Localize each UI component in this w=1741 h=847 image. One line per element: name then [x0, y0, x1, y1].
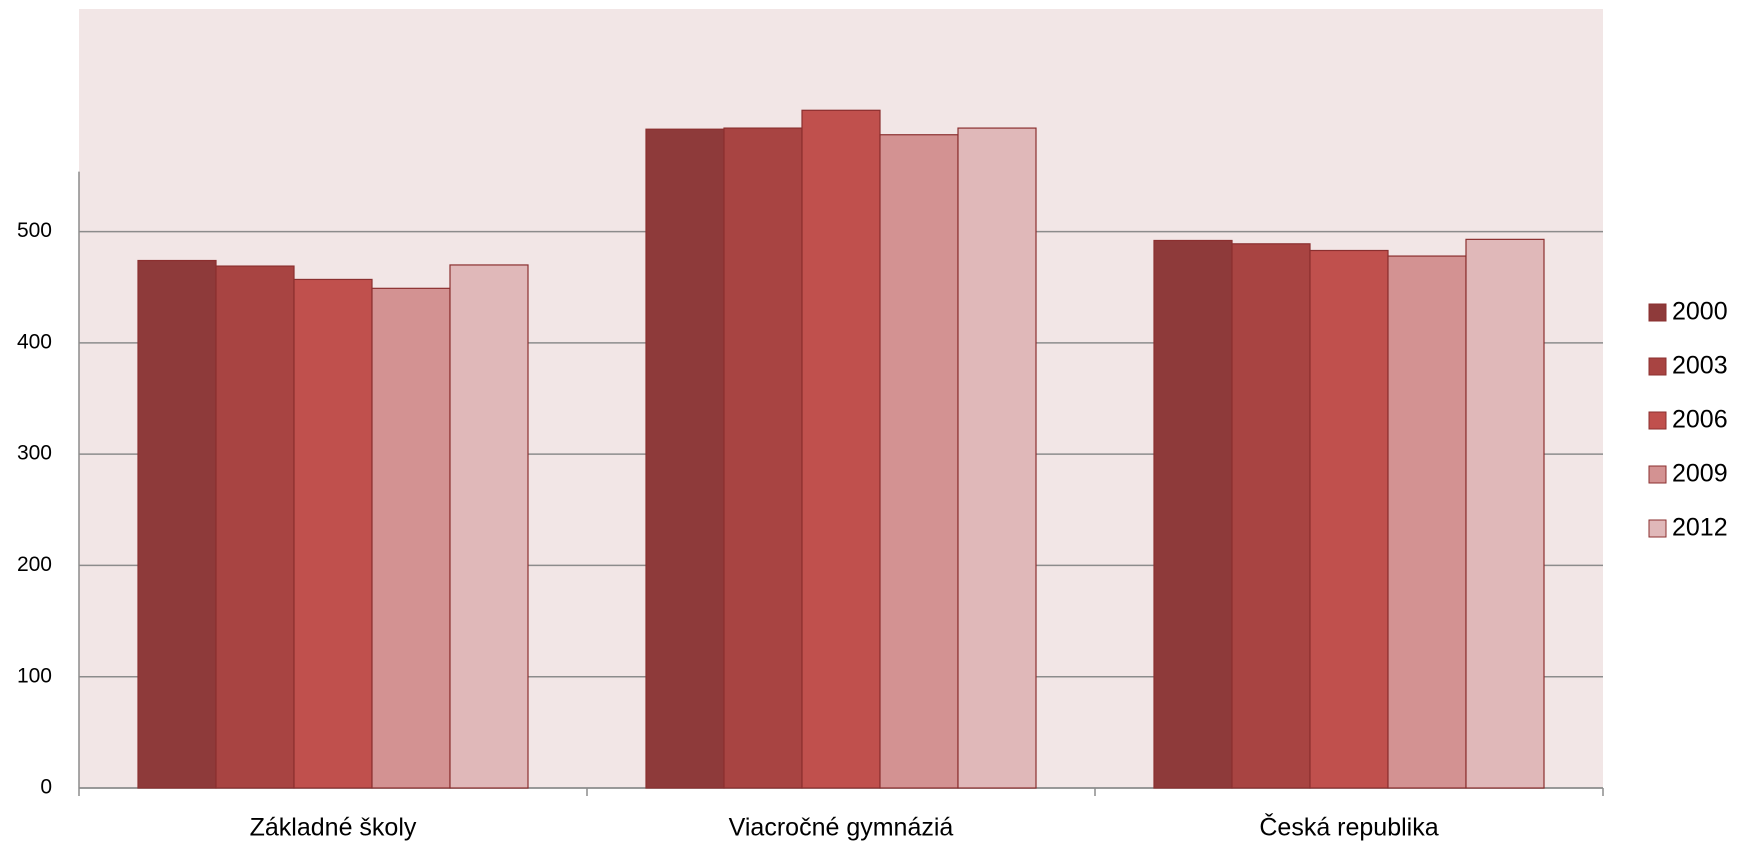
bar	[879, 134, 959, 789]
bar	[293, 278, 373, 789]
bar	[1465, 238, 1545, 789]
legend-swatch	[1648, 465, 1667, 484]
legend-label: 2000	[1672, 298, 1728, 326]
bar	[1387, 255, 1467, 789]
legend-label: 2009	[1672, 460, 1728, 488]
x-tick-label: Viacročné gymnáziá	[729, 814, 954, 842]
y-tick-label: 200	[17, 553, 52, 576]
bar	[801, 109, 881, 789]
bar	[449, 264, 529, 789]
y-tick-label: 400	[17, 330, 52, 353]
legend-swatch	[1648, 519, 1667, 538]
x-tick-label: Základné školy	[250, 814, 417, 842]
legend-label: 2006	[1672, 406, 1728, 434]
y-tick-label: 0	[40, 776, 52, 799]
bar	[645, 128, 725, 789]
legend-swatch	[1648, 411, 1667, 430]
bar	[957, 127, 1037, 789]
bar	[1231, 243, 1311, 789]
bar	[1153, 239, 1233, 789]
y-tick-label: 300	[17, 442, 52, 465]
bar	[723, 127, 803, 789]
legend-swatch	[1648, 357, 1667, 376]
bar	[1309, 249, 1389, 789]
legend-swatch	[1648, 303, 1667, 322]
legend-label: 2012	[1672, 514, 1728, 542]
bar	[371, 287, 451, 789]
bar	[137, 259, 217, 789]
y-tick-label: 100	[17, 664, 52, 687]
x-tick-label: Česká republika	[1259, 813, 1438, 842]
legend-label: 2003	[1672, 352, 1728, 380]
y-tick-label: 500	[17, 219, 52, 242]
bar	[215, 265, 295, 789]
